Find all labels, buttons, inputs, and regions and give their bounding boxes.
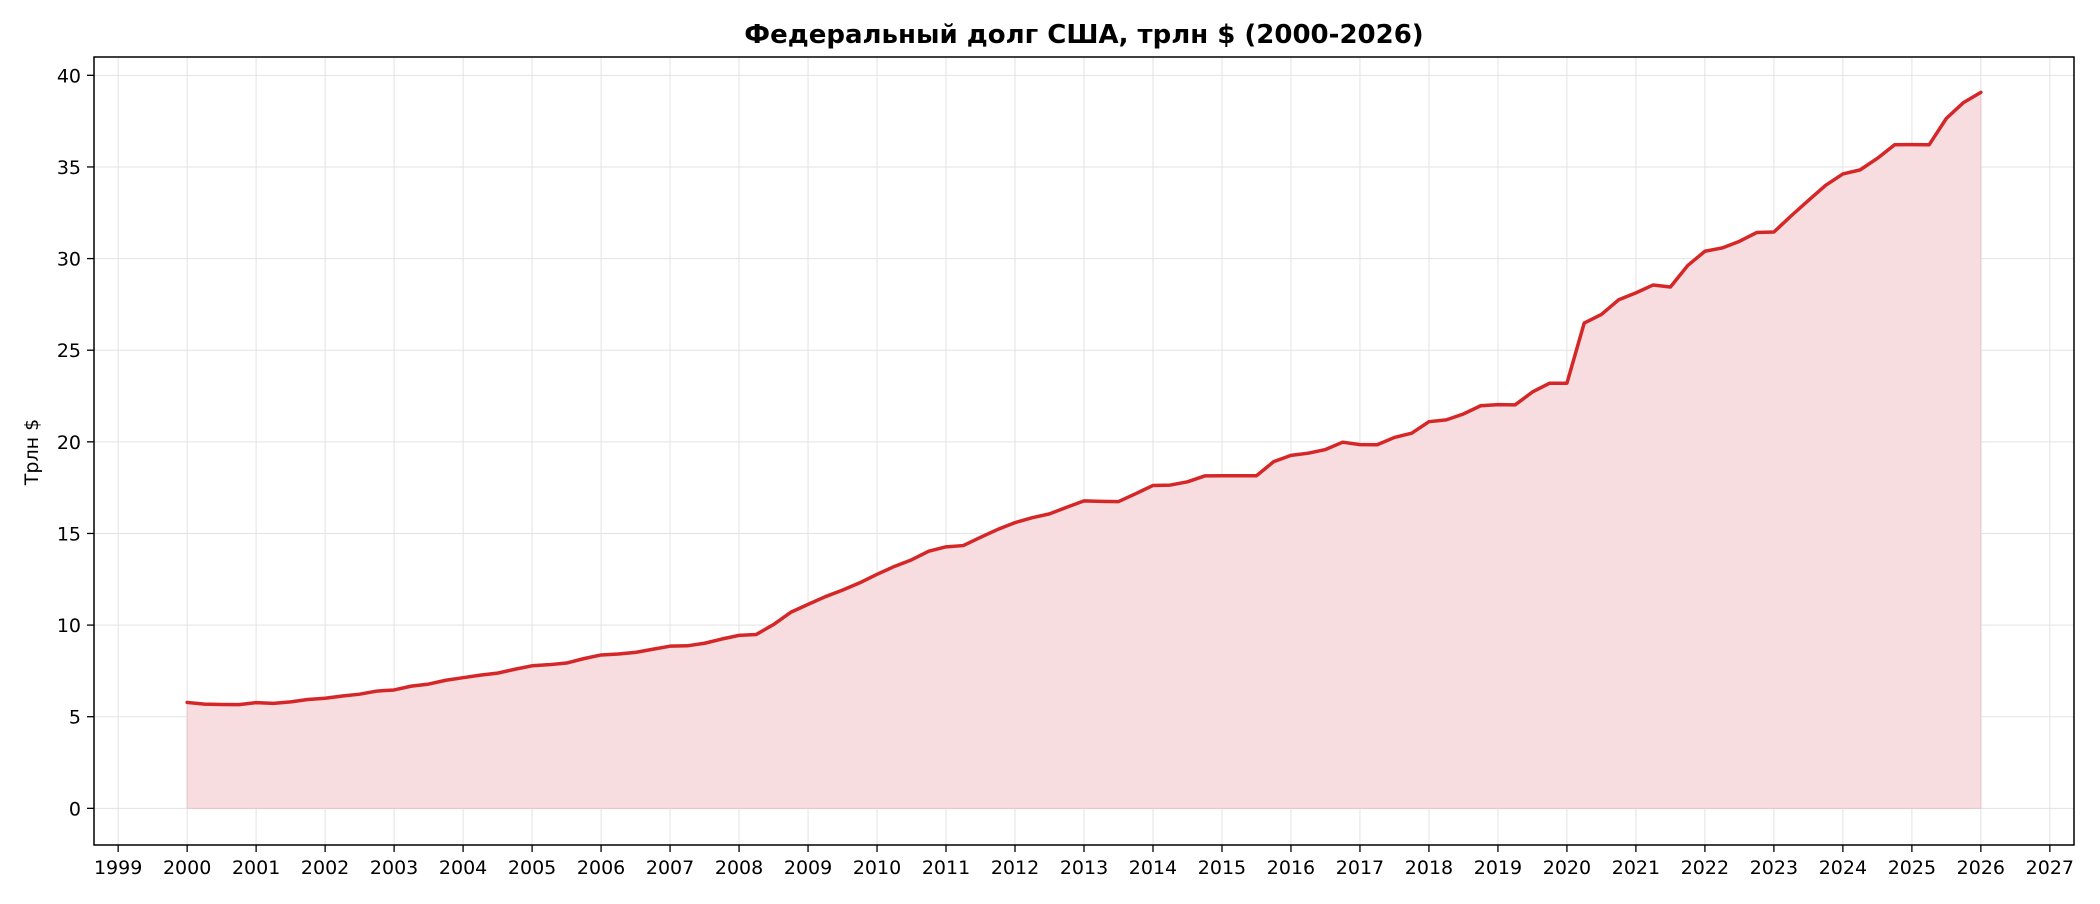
x-tick-label: 2024	[1819, 857, 1867, 879]
x-tick-label: 2021	[1612, 857, 1660, 879]
x-tick-label: 2017	[1336, 857, 1384, 879]
x-tick-label: 2004	[439, 857, 487, 879]
y-tick-label: 5	[69, 707, 81, 729]
x-tick-label: 2009	[784, 857, 832, 879]
y-tick-label: 0	[69, 798, 81, 820]
x-tick-label: 2008	[715, 857, 763, 879]
x-tick-label: 2011	[922, 857, 970, 879]
x-tick-label: 2027	[2026, 857, 2074, 879]
x-tick-label: 2007	[646, 857, 694, 879]
x-tick-label: 2005	[508, 857, 556, 879]
x-tick-label: 2001	[232, 857, 280, 879]
x-tick-label: 2023	[1750, 857, 1798, 879]
y-tick-label: 35	[57, 157, 81, 179]
x-tick-label: 2026	[1957, 857, 2005, 879]
x-tick-label: 2006	[577, 857, 625, 879]
x-tick-label: 2019	[1474, 857, 1522, 879]
y-tick-label: 15	[57, 523, 81, 545]
x-tick-label: 2003	[370, 857, 418, 879]
y-tick-label: 25	[57, 340, 81, 362]
x-tick-label: 2022	[1681, 857, 1729, 879]
x-tick-label: 2012	[991, 857, 1039, 879]
x-tick-label: 2002	[301, 857, 349, 879]
y-tick-label: 30	[57, 249, 81, 271]
x-tick-label: 2000	[163, 857, 211, 879]
y-tick-label: 10	[57, 615, 81, 637]
x-tick-label: 1999	[94, 857, 142, 879]
x-tick-label: 2016	[1267, 857, 1315, 879]
y-axis-label: Трлн $	[21, 419, 43, 486]
x-tick-label: 2014	[1129, 857, 1177, 879]
chart-title: Федеральный долг США, трлн $ (2000-2026)	[744, 20, 1423, 50]
x-tick-label: 2015	[1198, 857, 1246, 879]
y-axis-ticks: 0 5 10 15 20 25 30 35 40	[57, 65, 94, 820]
x-tick-label: 2018	[1405, 857, 1453, 879]
area-layer	[185, 90, 1983, 809]
debt-line	[185, 90, 1983, 707]
x-tick-label: 2013	[1060, 857, 1108, 879]
y-tick-label: 20	[57, 432, 81, 454]
x-axis-ticks: 1999 2000 2001 2002 2003 2004 2005 2006 2007 2008…	[94, 845, 2074, 879]
x-tick-label: 2025	[1888, 857, 1936, 879]
x-tick-label: 2020	[1543, 857, 1591, 879]
x-tick-label: 2010	[853, 857, 901, 879]
y-tick-label: 40	[57, 65, 81, 87]
